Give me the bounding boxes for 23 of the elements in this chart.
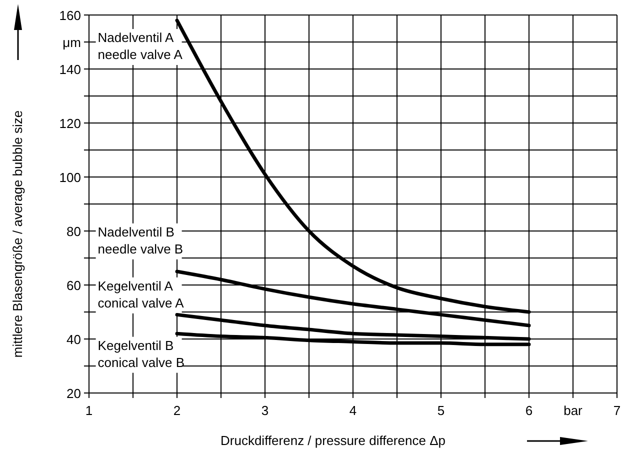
series-label: Kegelventil A conical valve A [98,278,184,310]
y-tick-label: 140 [59,62,81,77]
x-tick-label: 2 [173,403,181,418]
y-tick-label: 40 [66,332,81,347]
series-label: Nadelventil A needle valve A [98,30,183,62]
series-label: Kegelventil B conical valve B [98,338,185,370]
x-axis-title: Druckdifferenz / pressure difference Δp [220,433,446,448]
x-tick-label: bar [564,403,584,418]
y-tick-label: 20 [66,386,81,401]
y-tick-label: 100 [59,170,81,185]
y-tick-label: 80 [66,224,81,239]
y-tick-label: μm [62,35,81,50]
y-tick-label: 120 [59,116,81,131]
x-tick-label: 4 [349,403,357,418]
x-tick-label: 1 [85,403,93,418]
y-tick-label: 60 [66,278,81,293]
x-tick-label: 7 [613,403,621,418]
y-tick-label: 160 [59,8,81,23]
x-tick-label: 5 [437,403,445,418]
y-axis-title: mittlere Blasengröße / average bubble size [10,110,25,358]
x-tick-label: 6 [525,403,533,418]
series-label: Nadelventil B needle valve B [98,224,184,256]
x-tick-label: 3 [261,403,269,418]
